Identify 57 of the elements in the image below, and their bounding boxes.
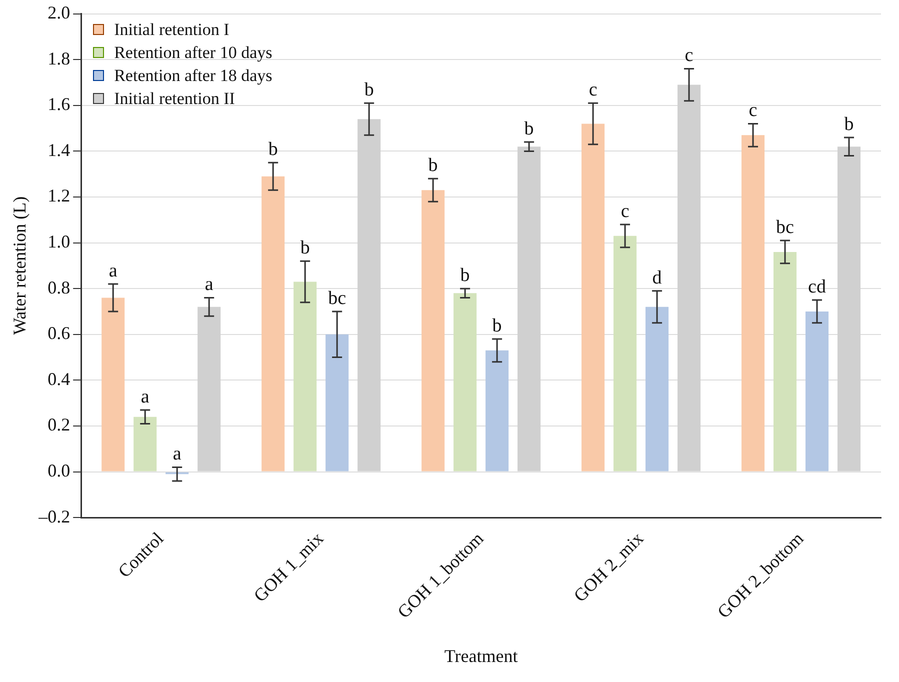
data-label: bc [776,216,794,238]
bar [102,298,125,472]
bar [646,306,669,472]
bar [582,124,605,472]
y-tick-label: 0.6 [48,323,70,344]
data-label: cd [808,276,826,298]
y-tick-label: 0.4 [48,368,70,389]
data-label: bc [328,288,346,309]
data-label: b [460,265,470,286]
y-tick-label: 0.0 [48,460,70,481]
legend-label: Retention after 10 days [114,42,272,64]
bar [326,334,349,472]
y-tick-label: –0.2 [38,506,70,526]
bar [422,190,445,472]
data-label: b [364,80,374,101]
data-label: a [172,444,182,465]
data-label: d [652,267,662,288]
data-label: a [140,386,150,408]
bar [198,306,221,472]
y-tick-label: 1.4 [48,140,70,160]
data-label: a [108,260,118,282]
legend-label: Initial retention II [114,88,235,110]
data-label: b [268,139,278,160]
y-tick-label: 0.8 [48,277,70,298]
data-label: b [844,114,854,135]
bar [837,146,861,472]
data-label: b [300,238,310,259]
bar [294,282,317,472]
bar [773,252,797,472]
y-tick-label: 0.2 [48,414,70,435]
bar [742,135,765,472]
bar [262,176,285,472]
bar [518,146,541,472]
data-label: a [204,274,214,296]
y-tick-label: 1.8 [48,48,70,68]
bar [678,84,701,472]
y-tick-label: 1.6 [48,94,70,114]
bar [614,236,637,472]
data-label: c [620,200,630,222]
y-axis-title: Water retention (L) [10,196,30,335]
data-label: b [524,118,534,140]
bar [358,119,381,472]
bar [486,350,509,472]
data-label: c [684,45,694,66]
bar [454,293,477,472]
legend-label: Retention after 18 days [114,64,272,87]
y-tick-label: 1.2 [48,186,70,206]
bar [134,416,157,472]
data-label: c [748,100,758,122]
y-tick-label: 1.0 [48,232,70,252]
data-label: b [492,315,502,336]
data-label: c [588,80,598,101]
bar [805,311,829,472]
x-axis-title: Treatment [444,646,518,666]
data-label: b [428,155,438,176]
legend-label: Initial retention I [114,18,230,41]
y-tick-label: 2.0 [48,2,70,23]
